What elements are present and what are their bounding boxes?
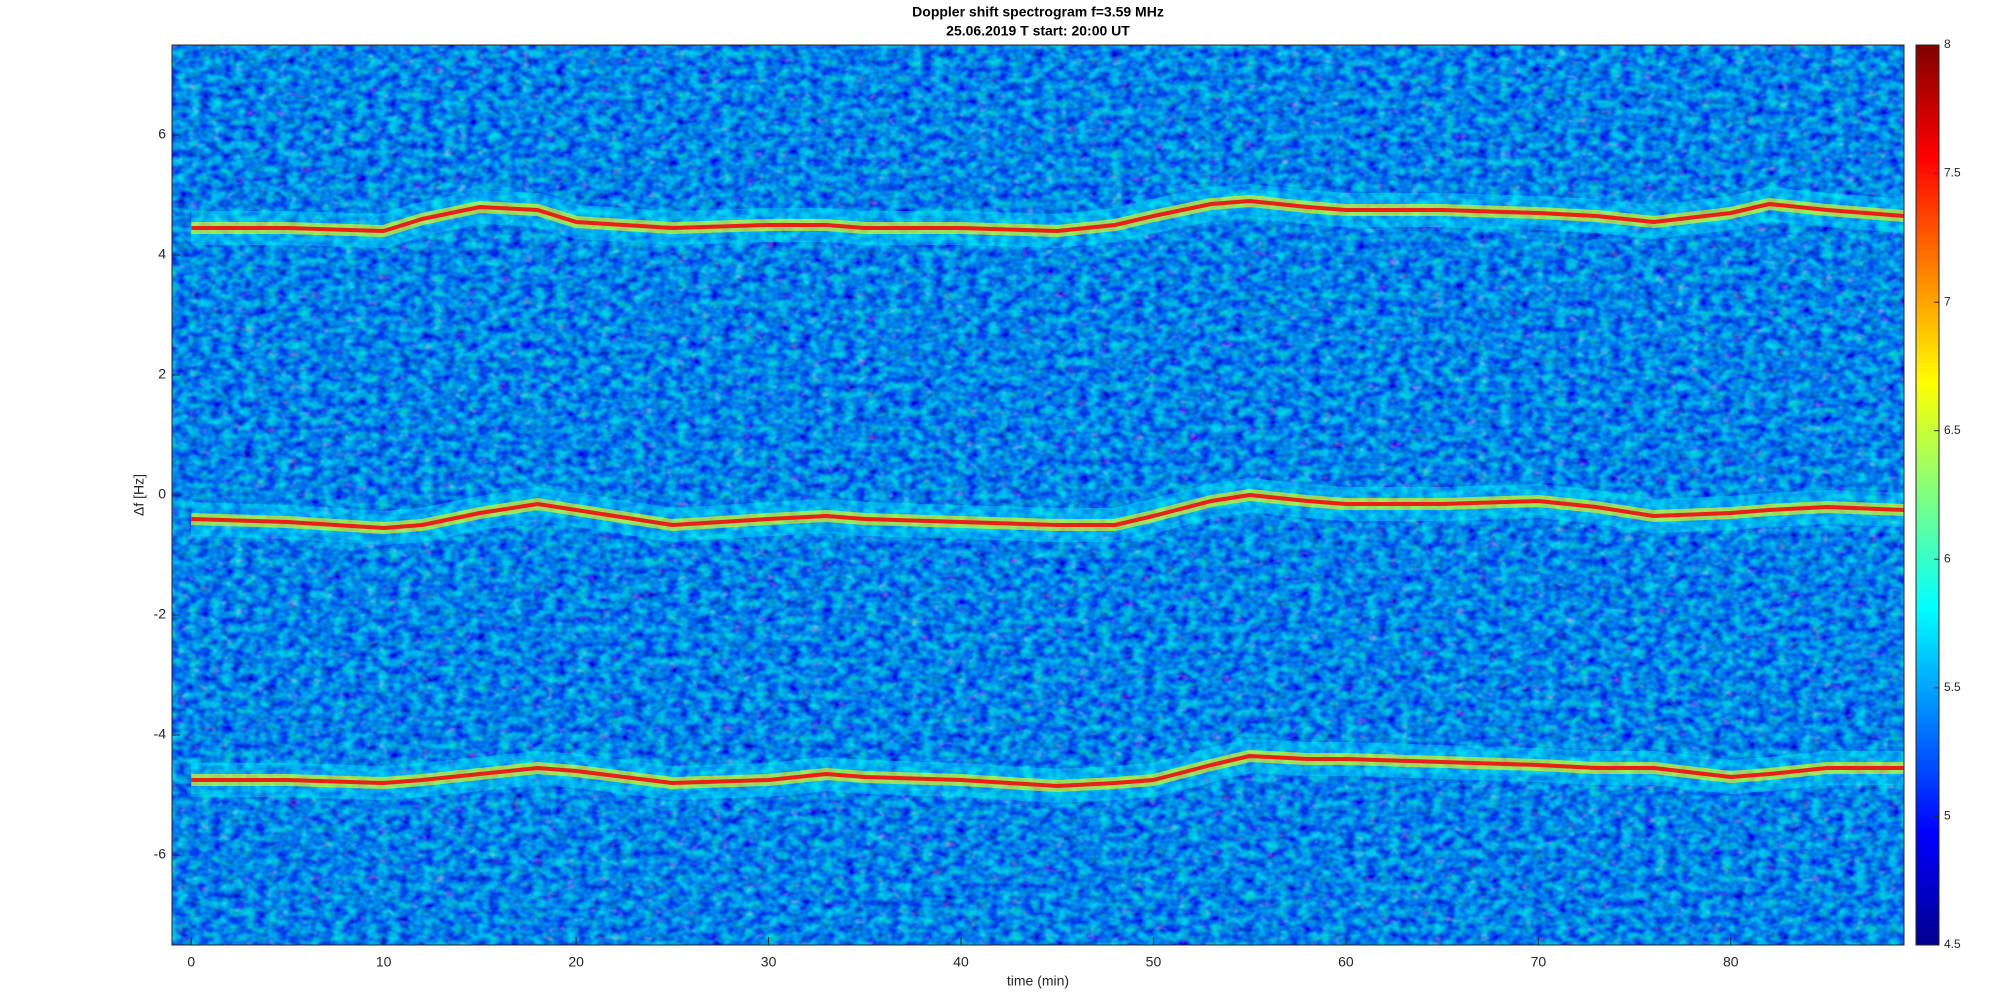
y-tick-label: -2 <box>154 606 167 622</box>
x-tick-label: 10 <box>376 954 392 970</box>
y-tick-label: -4 <box>154 726 167 742</box>
doppler-trace <box>191 199 1904 233</box>
colorbar-tick-label: 4.5 <box>1944 937 1961 951</box>
x-tick-label: 60 <box>1338 954 1354 970</box>
x-axis-label: time (min) <box>1007 973 1069 989</box>
chart-subtitle: 25.06.2019 T start: 20:00 UT <box>946 23 1130 39</box>
y-tick-label: 4 <box>158 246 166 262</box>
x-tick-label: 0 <box>187 954 195 970</box>
doppler-trace <box>191 754 1904 788</box>
y-tick-label: 0 <box>158 486 166 502</box>
colorbar-tick-label: 6.5 <box>1944 423 1961 437</box>
x-tick-label: 70 <box>1531 954 1547 970</box>
y-axis-label: Δf [Hz] <box>131 474 147 516</box>
chart-title: Doppler shift spectrogram f=3.59 MHz <box>912 4 1164 20</box>
x-tick-label: 40 <box>953 954 969 970</box>
traces <box>190 184 1904 803</box>
spectrogram-noise <box>172 45 1904 945</box>
x-tick-label: 50 <box>1146 954 1162 970</box>
colorbar-tick-label: 7.5 <box>1944 166 1961 180</box>
y-tick-label: 6 <box>158 126 166 142</box>
y-tick-label: 2 <box>158 366 166 382</box>
x-tick-label: 80 <box>1723 954 1739 970</box>
x-tick-label: 30 <box>761 954 777 970</box>
y-tick-label: -6 <box>154 846 167 862</box>
colorbar-tick-label: 8 <box>1944 37 1951 51</box>
doppler-trace <box>191 493 1904 530</box>
colorbar <box>1915 44 1940 946</box>
colorbar-tick-label: 5 <box>1944 809 1951 823</box>
colorbar-tick-label: 5.5 <box>1944 680 1961 694</box>
x-tick-label: 20 <box>568 954 584 970</box>
colorbar-tick-label: 7 <box>1944 294 1951 308</box>
colorbar-tick-label: 6 <box>1944 551 1951 565</box>
